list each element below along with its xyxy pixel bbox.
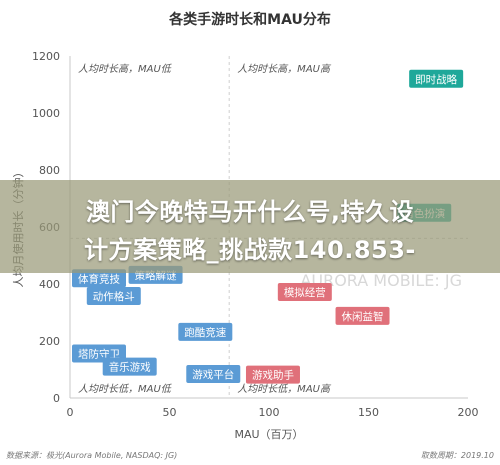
quadrant-label-bottom-right: 人均时长低，MAU高 xyxy=(237,383,332,395)
quadrant-label-top-left: 人均时长高，MAU低 xyxy=(78,63,173,75)
quadrant-label-top-right: 人均时长高，MAU高 xyxy=(237,63,332,75)
data-point-label: 塔防守卫 xyxy=(78,348,120,361)
data-point-label: 即时战略 xyxy=(415,73,457,86)
data-point-box xyxy=(245,365,300,384)
y-tick-label: 1200 xyxy=(32,50,60,63)
x-axis-label: MAU（百万） xyxy=(234,428,303,441)
date-note: 取数周期：2019.10 xyxy=(421,451,494,460)
x-tick-label: 0 xyxy=(67,406,74,419)
y-tick-label: 1000 xyxy=(32,107,60,120)
data-point-label: 休闲益智 xyxy=(342,310,384,323)
data-point-box xyxy=(277,282,332,301)
data-point-label: 模拟经营 xyxy=(284,286,326,299)
data-point-label: 动作格斗 xyxy=(93,290,135,303)
overlay-line-1: 澳门今晚特马开什么号,持久设 xyxy=(85,198,415,226)
y-tick-label: 0 xyxy=(53,392,60,405)
x-tick-label: 200 xyxy=(458,406,479,419)
overlay-line-2: 计方案策略_挑战款140.853- xyxy=(84,236,416,264)
data-point-box xyxy=(335,306,390,325)
data-point-box xyxy=(178,322,233,341)
y-tick-label: 400 xyxy=(39,278,60,291)
data-point-box xyxy=(102,357,157,376)
quadrant-label-bottom-left: 人均时长低，MAU低 xyxy=(78,383,173,395)
data-point-label: 游戏助手 xyxy=(252,369,294,382)
data-point-box xyxy=(409,69,464,88)
data-point-box xyxy=(186,365,241,384)
x-tick-label: 50 xyxy=(163,406,177,419)
data-point-box xyxy=(72,269,126,288)
x-tick-label: 150 xyxy=(358,406,379,419)
watermark-text: AURORA MOBILE: JG xyxy=(300,271,462,290)
data-point-box xyxy=(86,286,141,305)
overlay-banner: 澳门今晚特马开什么号,持久设 计方案策略_挑战款140.853- xyxy=(0,180,500,273)
y-tick-label: 200 xyxy=(39,335,60,348)
data-point-label: 跑酷竞速 xyxy=(184,326,226,339)
data-point-label: 体育竞技 xyxy=(78,272,120,285)
data-point-label: 音乐游戏 xyxy=(109,361,151,374)
chart-title: 各类手游时长和MAU分布 xyxy=(168,11,331,28)
y-tick-label: 800 xyxy=(39,164,60,177)
source-note: 数据来源：极光(Aurora Mobile, NASDAQ: JG) xyxy=(6,451,177,460)
x-tick-label: 100 xyxy=(259,406,280,419)
data-point-label: 游戏平台 xyxy=(192,368,234,381)
